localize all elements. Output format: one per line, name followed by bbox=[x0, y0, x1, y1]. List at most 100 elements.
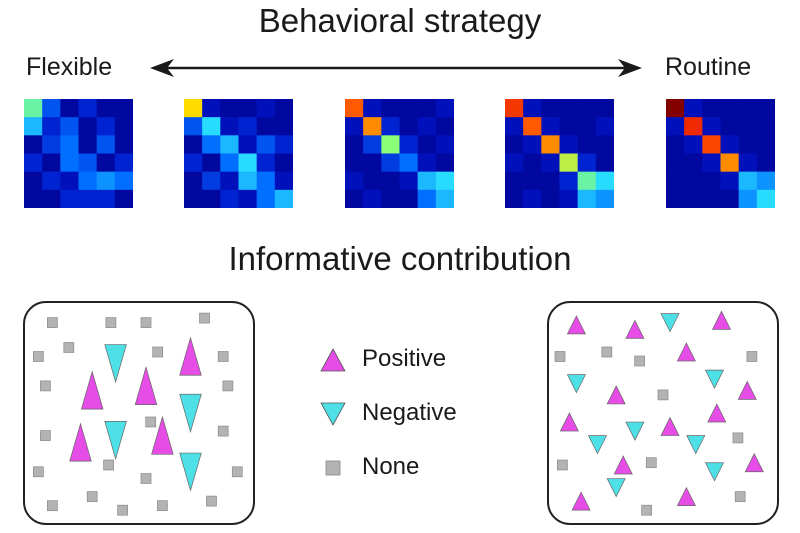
none-marker bbox=[117, 504, 128, 516]
heatmap-cell bbox=[523, 117, 542, 136]
heatmap-cell bbox=[577, 153, 597, 172]
heatmap-cell bbox=[756, 153, 775, 172]
heatmap-cell bbox=[114, 99, 133, 118]
heatmap-cell bbox=[505, 189, 524, 208]
heatmap-cell bbox=[505, 153, 524, 172]
heatmap-cell bbox=[720, 117, 739, 136]
heatmap-cell bbox=[202, 189, 221, 208]
heatmap-cell bbox=[523, 135, 542, 154]
heatmap-cell bbox=[274, 135, 293, 154]
heatmap-cell bbox=[417, 99, 437, 118]
heatmap-cell bbox=[541, 171, 560, 191]
heatmap-cell bbox=[702, 189, 721, 208]
positive-triangle-marker bbox=[660, 416, 680, 436]
positive-triangle-marker bbox=[134, 365, 158, 405]
negative-triangle-marker bbox=[566, 374, 586, 394]
heatmap-cell bbox=[363, 171, 382, 191]
heatmap-cell bbox=[577, 135, 597, 154]
heatmap-cell bbox=[381, 135, 400, 154]
heatmap-cell bbox=[184, 189, 203, 208]
heatmap-cell bbox=[238, 153, 257, 172]
heatmap-cell bbox=[559, 135, 578, 154]
heatmap-cell bbox=[666, 153, 685, 172]
heatmap-cell bbox=[559, 153, 578, 172]
heatmap-cell bbox=[256, 153, 276, 172]
none-marker bbox=[105, 317, 117, 328]
negative-triangle-marker bbox=[179, 393, 202, 433]
heatmap-cell bbox=[541, 153, 560, 172]
heatmap-cell bbox=[738, 117, 758, 136]
heatmap-cell bbox=[559, 171, 578, 191]
heatmap-cell bbox=[720, 153, 739, 172]
none-marker bbox=[199, 312, 210, 324]
heatmap-cell bbox=[96, 153, 116, 172]
none-marker bbox=[657, 389, 669, 401]
heatmap-cell bbox=[238, 99, 257, 118]
heatmap-cell bbox=[381, 171, 400, 191]
none-marker bbox=[152, 346, 164, 358]
routine-label: Routine bbox=[665, 53, 752, 81]
heatmap-cell bbox=[577, 189, 597, 208]
none-marker bbox=[140, 317, 152, 328]
heatmap-cell bbox=[60, 153, 79, 172]
none-marker bbox=[222, 380, 234, 392]
positive-triangle-marker bbox=[711, 310, 732, 330]
none-marker bbox=[47, 500, 58, 512]
heatmap-cell bbox=[684, 135, 703, 154]
heatmap-cell bbox=[345, 171, 364, 191]
heatmap-cell bbox=[435, 117, 454, 136]
heatmap-cell bbox=[738, 135, 758, 154]
heatmap-cell bbox=[577, 117, 597, 136]
heatmap-cell bbox=[114, 171, 133, 191]
heatmap-cell bbox=[60, 189, 79, 208]
heatmap-cell bbox=[42, 135, 61, 154]
negative-triangle-marker bbox=[704, 462, 725, 482]
positive-triangle-marker bbox=[151, 415, 174, 455]
positive-triangle-marker bbox=[737, 380, 757, 400]
heatmap-cell bbox=[756, 135, 775, 154]
heatmap-cell bbox=[595, 135, 614, 154]
heatmap-cell bbox=[666, 99, 685, 118]
heatmap-cell bbox=[42, 117, 61, 136]
heatmap-cell bbox=[345, 117, 364, 136]
flexible-label: Flexible bbox=[26, 53, 113, 81]
none-marker bbox=[554, 351, 566, 362]
heatmap-cell bbox=[577, 171, 597, 191]
none-marker bbox=[145, 416, 157, 428]
heatmap-cell bbox=[523, 99, 542, 118]
heatmap-cell bbox=[96, 171, 116, 191]
heatmap-cell bbox=[238, 171, 257, 191]
heatmap-cell bbox=[345, 135, 364, 154]
positive-triangle-marker bbox=[744, 452, 764, 473]
heatmap-cell bbox=[399, 135, 418, 154]
heatmap-stage-4 bbox=[505, 99, 614, 208]
panel-frame bbox=[547, 301, 779, 525]
heatmap-cell bbox=[417, 171, 437, 191]
heatmap-cell bbox=[702, 99, 721, 118]
heatmap-cell bbox=[24, 189, 43, 208]
heatmap-cell bbox=[399, 171, 418, 191]
heatmap-cell bbox=[114, 135, 133, 154]
none-marker bbox=[217, 425, 229, 437]
heatmap-cell bbox=[220, 153, 239, 172]
none-marker bbox=[63, 342, 75, 353]
heatmap-cell bbox=[738, 189, 758, 208]
heatmap-cell bbox=[756, 171, 775, 191]
heatmap-cell bbox=[220, 171, 239, 191]
none-marker bbox=[140, 473, 152, 484]
heatmap-cell bbox=[220, 135, 239, 154]
heatmap-cell bbox=[238, 189, 257, 208]
heatmap-stage-2 bbox=[184, 99, 293, 208]
heatmap-cell bbox=[399, 99, 418, 118]
heatmap-cell bbox=[684, 171, 703, 191]
heatmap-cell bbox=[202, 117, 221, 136]
gray-square-icon bbox=[325, 460, 341, 476]
none-marker bbox=[40, 430, 51, 441]
heatmap-cell bbox=[256, 171, 276, 191]
heatmap-cell bbox=[435, 189, 454, 208]
heatmap-cell bbox=[435, 135, 454, 154]
heatmap-cell bbox=[363, 99, 382, 118]
positive-triangle-marker bbox=[606, 385, 626, 405]
none-marker bbox=[634, 355, 645, 367]
heatmap-cell bbox=[702, 117, 721, 136]
